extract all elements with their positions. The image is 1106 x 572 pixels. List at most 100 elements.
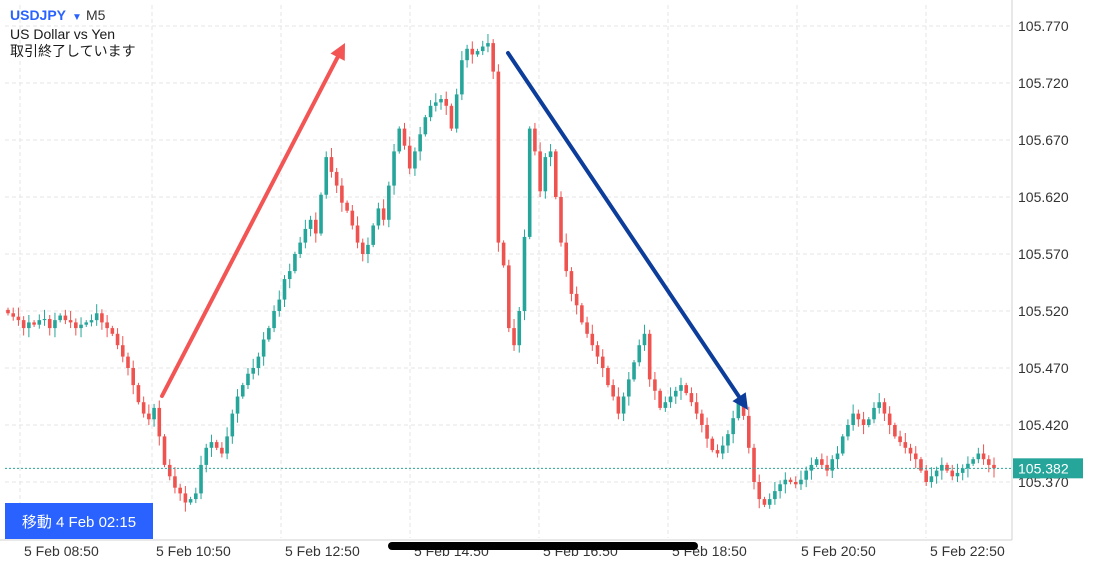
candle-body: [741, 402, 746, 416]
current-price-badge: [1013, 458, 1083, 479]
candle-body: [387, 185, 391, 220]
candle-body: [720, 445, 725, 454]
candle-body: [929, 476, 934, 482]
candle-body: [522, 236, 527, 311]
candle-body: [235, 396, 240, 414]
candle-body: [491, 43, 495, 72]
candle-body: [820, 459, 824, 465]
uptrend-arrow-shaft: [160, 55, 340, 398]
candle-body: [788, 479, 793, 482]
symbol-label[interactable]: USDJPY: [10, 7, 67, 23]
home-indicator[interactable]: [388, 542, 698, 550]
candle-body: [131, 368, 136, 386]
candle-body: [814, 459, 819, 465]
candle-body: [6, 309, 10, 314]
candle-body: [600, 356, 605, 368]
candle-body: [538, 151, 542, 192]
candle-body: [913, 453, 918, 460]
candle-body: [58, 315, 62, 321]
timeframe-label[interactable]: M5: [85, 7, 106, 23]
x-tick-label: 5 Feb 10:50: [156, 543, 231, 559]
candle-body: [934, 470, 939, 477]
candle-body: [475, 51, 480, 55]
y-tick-label: 105.570: [1018, 246, 1069, 262]
candle-body: [731, 418, 735, 435]
candle-body: [611, 385, 615, 397]
candle-body: [653, 379, 657, 391]
candle-body: [580, 305, 584, 323]
candle-body: [433, 102, 438, 106]
candle-body: [214, 442, 219, 448]
candle-body: [136, 385, 141, 403]
candle-body: [465, 48, 469, 61]
candle-body: [679, 385, 683, 391]
downtrend-arrow-shaft: [506, 51, 742, 399]
y-tick-label: 105.620: [1018, 189, 1069, 205]
candle-body: [627, 379, 631, 397]
candle-body: [407, 145, 412, 169]
candle-body: [157, 407, 162, 437]
candle-body: [673, 390, 678, 397]
candle-body: [32, 322, 36, 325]
x-tick-label: 5 Feb 08:50: [24, 543, 99, 559]
candle-body: [21, 320, 26, 329]
candle-body: [773, 491, 777, 500]
candle-body: [747, 415, 751, 448]
candle-body: [449, 105, 454, 129]
candle-body: [423, 117, 428, 135]
candle-body: [94, 313, 99, 321]
candle-body: [835, 453, 840, 460]
candle-body: [616, 396, 621, 414]
y-tick-label: 105.670: [1018, 132, 1069, 148]
candle-body: [460, 60, 464, 95]
candle-body: [230, 413, 235, 437]
y-tick-label: 105.470: [1018, 360, 1069, 376]
candle-body: [966, 463, 970, 469]
candle-body: [340, 185, 344, 203]
candle-body: [574, 293, 579, 306]
candle-body: [658, 390, 662, 408]
candle-body: [632, 362, 636, 380]
candle-body: [851, 413, 855, 425]
candle-body: [282, 279, 287, 300]
candle-body: [809, 464, 814, 471]
candle-body: [277, 299, 282, 311]
candle-body: [89, 320, 94, 323]
candle-body: [882, 402, 887, 414]
candle-body: [564, 242, 569, 272]
candle-body: [955, 472, 960, 477]
candle-body: [647, 333, 652, 380]
candle-body: [84, 322, 89, 325]
goto-date-button[interactable]: 移動 4 Feb 02:15: [5, 503, 153, 539]
candle-body: [830, 459, 835, 471]
candle-body: [141, 402, 146, 414]
candle-body: [220, 447, 224, 454]
candle-body: [345, 202, 349, 211]
caret-down-icon[interactable]: ▼: [72, 12, 82, 23]
candle-body: [63, 315, 68, 321]
candle-body: [825, 464, 829, 471]
candle-body: [188, 499, 193, 503]
candle-body: [454, 94, 459, 129]
candle-body: [960, 468, 965, 473]
x-tick-label: 5 Feb 22:50: [930, 543, 1005, 559]
candle-body: [752, 447, 756, 482]
candle-body: [360, 242, 365, 254]
candle-body: [705, 425, 709, 439]
candle-body: [225, 436, 229, 454]
candle-body: [152, 407, 156, 420]
candle-body: [501, 242, 506, 266]
candle-body: [637, 345, 642, 363]
candle-body: [240, 385, 245, 397]
candle-body: [366, 244, 370, 254]
candle-body: [971, 459, 975, 464]
candle-body: [16, 316, 21, 321]
candle-body: [877, 402, 882, 408]
candle-body: [329, 157, 334, 172]
candle-body: [267, 328, 271, 340]
candle-body: [543, 157, 548, 192]
candle-body: [553, 151, 558, 197]
y-tick-label: 105.770: [1018, 18, 1069, 34]
candle-body: [272, 311, 276, 329]
